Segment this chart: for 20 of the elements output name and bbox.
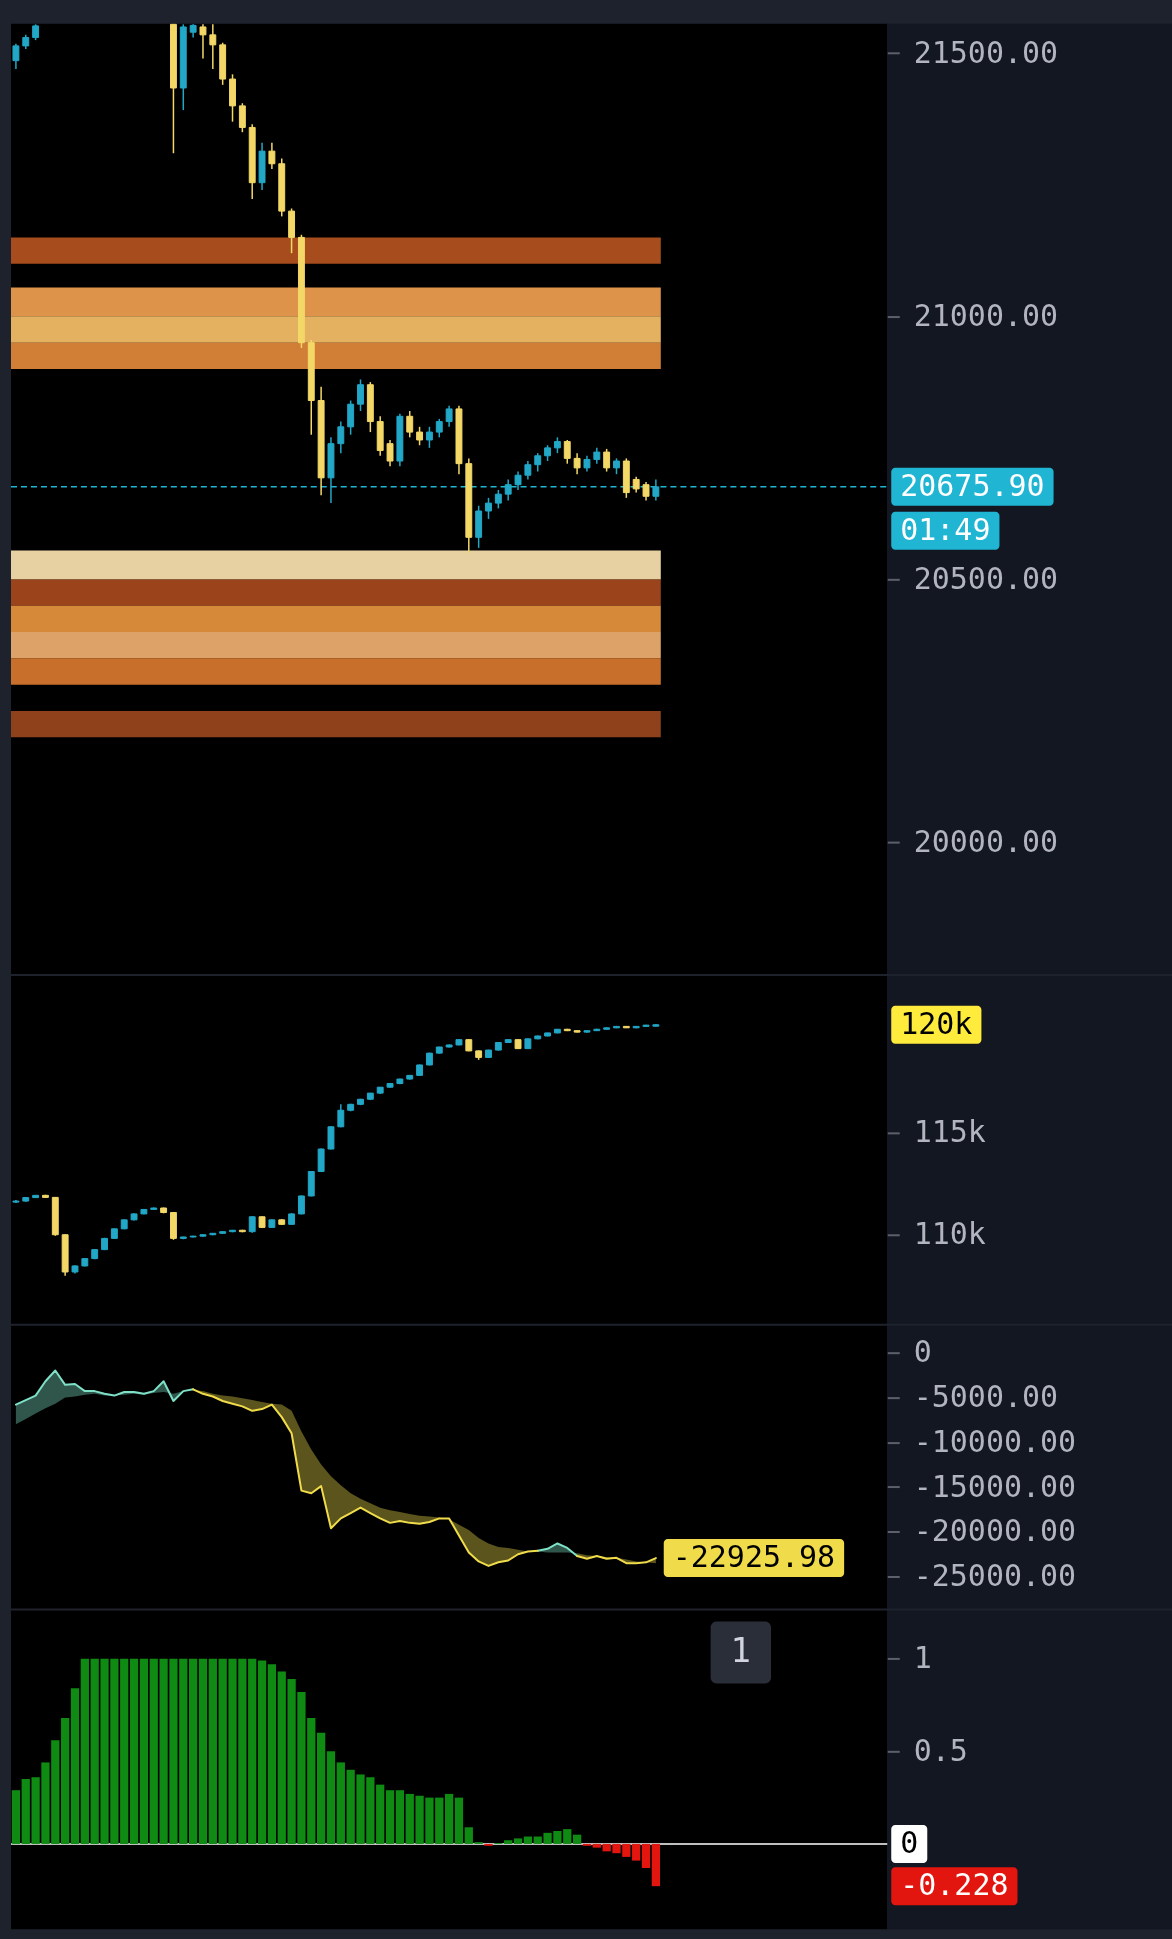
y-tick-label: 1 xyxy=(913,1640,932,1676)
y-tick-label: 0 xyxy=(913,1334,932,1370)
y-tick-label: 21500.00 xyxy=(913,34,1059,70)
ref-line-label: 20675.90 xyxy=(900,467,1045,503)
y-tick-label: 20500.00 xyxy=(913,560,1059,596)
text: 01:49 xyxy=(900,511,991,547)
text: 120k xyxy=(900,1005,973,1041)
y-tick-label: 20000.00 xyxy=(913,823,1059,859)
y-tick-label: 110k xyxy=(913,1216,986,1252)
y-tick-label: -5000.00 xyxy=(913,1378,1059,1414)
annotation: 1 xyxy=(730,1630,752,1671)
y-tick-label: -25000.00 xyxy=(913,1558,1077,1594)
y-tick-label: 115k xyxy=(913,1114,986,1150)
y-tick-label: 21000.00 xyxy=(913,297,1059,333)
text: -0.228 xyxy=(900,1867,1009,1903)
annotation: -22925.98 xyxy=(672,1539,836,1575)
y-tick-label: -10000.00 xyxy=(913,1423,1077,1459)
y-tick-label: 0.5 xyxy=(913,1732,968,1768)
y-tick-label: -20000.00 xyxy=(913,1513,1077,1549)
y-tick-label: -15000.00 xyxy=(913,1468,1077,1504)
